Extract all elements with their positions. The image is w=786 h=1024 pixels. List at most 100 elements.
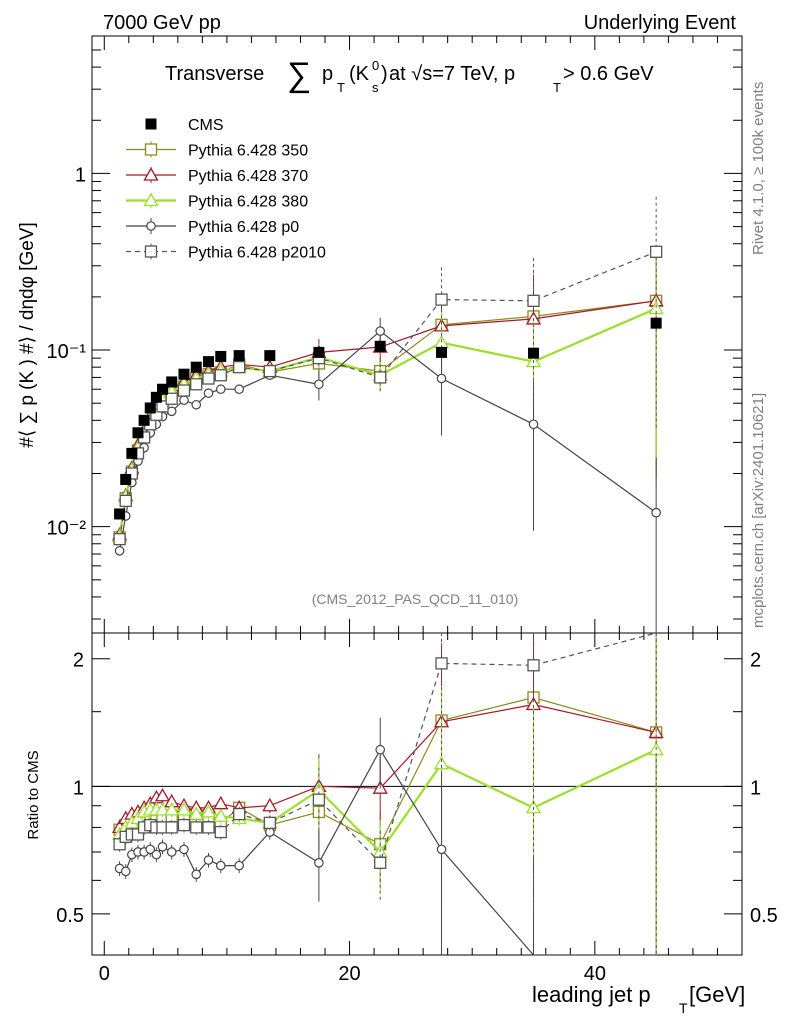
point-p0 bbox=[528, 419, 539, 430]
y-axis-label-main: #⟨ ∑ p (K ) #⟩ / dηdφ [GeV] bbox=[17, 222, 38, 448]
ratio-point-p370 bbox=[213, 795, 229, 810]
title-rest-sub: T bbox=[553, 80, 561, 95]
ratio-point-p2010 bbox=[435, 657, 448, 670]
legend-label-p0: Pythia 6.428 p0 bbox=[188, 219, 299, 236]
series-p2010 bbox=[113, 196, 663, 546]
point-cms bbox=[157, 383, 169, 395]
point-p0 bbox=[375, 326, 386, 336]
legend-item-p350: Pythia 6.428 350 bbox=[126, 141, 308, 160]
point-cms bbox=[114, 508, 126, 520]
ratio-tick-label-right: 2 bbox=[750, 650, 761, 672]
title-sum: ∑ bbox=[287, 56, 311, 94]
series-line-p2010 bbox=[119, 251, 657, 540]
point-cms bbox=[178, 368, 190, 380]
ratio-point-p2010 bbox=[312, 793, 326, 806]
point-cms bbox=[436, 346, 448, 358]
series-p380 bbox=[111, 253, 664, 543]
ratio-point-p0 bbox=[203, 855, 214, 865]
legend-label-p350: Pythia 6.428 350 bbox=[188, 143, 308, 160]
ratio-point-p380 bbox=[200, 804, 217, 818]
ratio-series-p0 bbox=[114, 717, 657, 956]
ratio-point-p0 bbox=[151, 849, 162, 860]
point-p0 bbox=[436, 373, 447, 384]
ratio-point-p0 bbox=[157, 841, 168, 852]
legend-marker-cms bbox=[145, 118, 157, 130]
point-p0 bbox=[234, 384, 244, 395]
axis-tick-labels: 0 20 40 10⁻² 10⁻¹ 1 0.5 0.5 1 1 2 2 bbox=[47, 164, 778, 985]
legend-marker-p370 bbox=[143, 167, 159, 181]
ratio-tick-label: 0.5 bbox=[56, 905, 84, 927]
ratio-point-p2010 bbox=[527, 659, 540, 672]
title-rest-end: > 0.6 GeV bbox=[563, 63, 654, 85]
ratio-point-p0 bbox=[191, 869, 202, 880]
y-axis-label-ratio: Ratio to CMS bbox=[25, 750, 42, 839]
point-p2010 bbox=[125, 467, 139, 480]
point-p2010 bbox=[177, 384, 191, 397]
legend-marker-p380 bbox=[143, 192, 159, 207]
point-p2010 bbox=[113, 532, 126, 546]
ratio-series-p380 bbox=[111, 633, 664, 955]
y-tick-label: 10⁻² bbox=[47, 518, 87, 540]
ratio-point-p0 bbox=[120, 866, 131, 877]
series-line-p370 bbox=[119, 300, 657, 535]
title-rest: at √s=7 TeV, p bbox=[389, 63, 515, 85]
analysis-watermark: (CMS_2012_PAS_QCD_11_010) bbox=[312, 591, 519, 607]
ratio-point-p370 bbox=[154, 787, 171, 802]
ratio-plot-series bbox=[111, 632, 664, 956]
point-p0 bbox=[203, 388, 214, 398]
y-tick-label: 10⁻¹ bbox=[47, 341, 87, 363]
point-cms bbox=[132, 427, 144, 439]
header-right: Underlying Event bbox=[584, 12, 737, 34]
ratio-point-p380 bbox=[164, 802, 180, 816]
ratio-series-p2010 bbox=[113, 632, 657, 955]
x-tick-label: 0 bbox=[99, 963, 110, 985]
point-cms bbox=[203, 356, 215, 368]
point-p0 bbox=[215, 384, 226, 395]
point-p2010 bbox=[119, 494, 132, 508]
series-line-p380 bbox=[118, 307, 657, 537]
title-p-sub: T bbox=[337, 80, 345, 95]
point-p2010 bbox=[165, 392, 178, 405]
ratio-point-p0 bbox=[166, 847, 177, 857]
legend-label-p2010: Pythia 6.428 p2010 bbox=[188, 245, 326, 262]
point-cms bbox=[190, 361, 202, 373]
ratio-tick-label: 1 bbox=[73, 777, 84, 799]
legend-label-cms: CMS bbox=[188, 117, 224, 134]
ratio-point-p380 bbox=[213, 808, 229, 822]
legend-item-cms: CMS bbox=[145, 117, 224, 134]
y-tick-label: 1 bbox=[75, 164, 86, 186]
point-cms bbox=[233, 350, 245, 362]
legend-marker-p0 bbox=[146, 221, 156, 231]
ratio-point-p380 bbox=[176, 802, 192, 816]
title-k-sub: s bbox=[372, 80, 379, 95]
point-p0 bbox=[179, 395, 189, 406]
legend-item-p0: Pythia 6.428 p0 bbox=[126, 218, 299, 236]
legend: CMS Pythia 6.428 350 Pythia 6.428 370 Pythi… bbox=[126, 117, 326, 262]
ratio-point-p0 bbox=[145, 844, 156, 855]
ratio-point-p2010 bbox=[165, 821, 178, 834]
ratio-point-p370 bbox=[262, 797, 278, 812]
point-p2010 bbox=[263, 364, 276, 378]
point-p0 bbox=[191, 399, 202, 410]
point-cms bbox=[313, 346, 325, 358]
title-p: p bbox=[322, 63, 333, 85]
point-p2010 bbox=[435, 293, 448, 306]
point-cms bbox=[650, 317, 662, 329]
x-axis-label-main: leading jet p bbox=[532, 982, 651, 1007]
ratio-point-p0 bbox=[179, 844, 189, 855]
point-p0 bbox=[114, 546, 125, 556]
point-cms bbox=[374, 340, 386, 352]
title-main: Transverse bbox=[165, 63, 264, 85]
ratio-tick-label-right: 0.5 bbox=[750, 905, 778, 927]
ratio-tick-label-right: 1 bbox=[750, 777, 761, 799]
ratio-point-p380 bbox=[433, 756, 450, 770]
series-p370 bbox=[111, 245, 664, 541]
legend-item-p380: Pythia 6.428 380 bbox=[126, 192, 308, 211]
mcplots-label: mcplots.cern.ch [arXiv:2401.10621] bbox=[750, 393, 767, 628]
ratio-point-p2010 bbox=[233, 807, 246, 821]
main-plot-series bbox=[111, 196, 664, 633]
legend-item-p370: Pythia 6.428 370 bbox=[126, 167, 308, 185]
point-p2010 bbox=[374, 371, 387, 384]
legend-marker-p2010 bbox=[144, 245, 158, 258]
header-left: 7000 GeV pp bbox=[103, 12, 221, 34]
